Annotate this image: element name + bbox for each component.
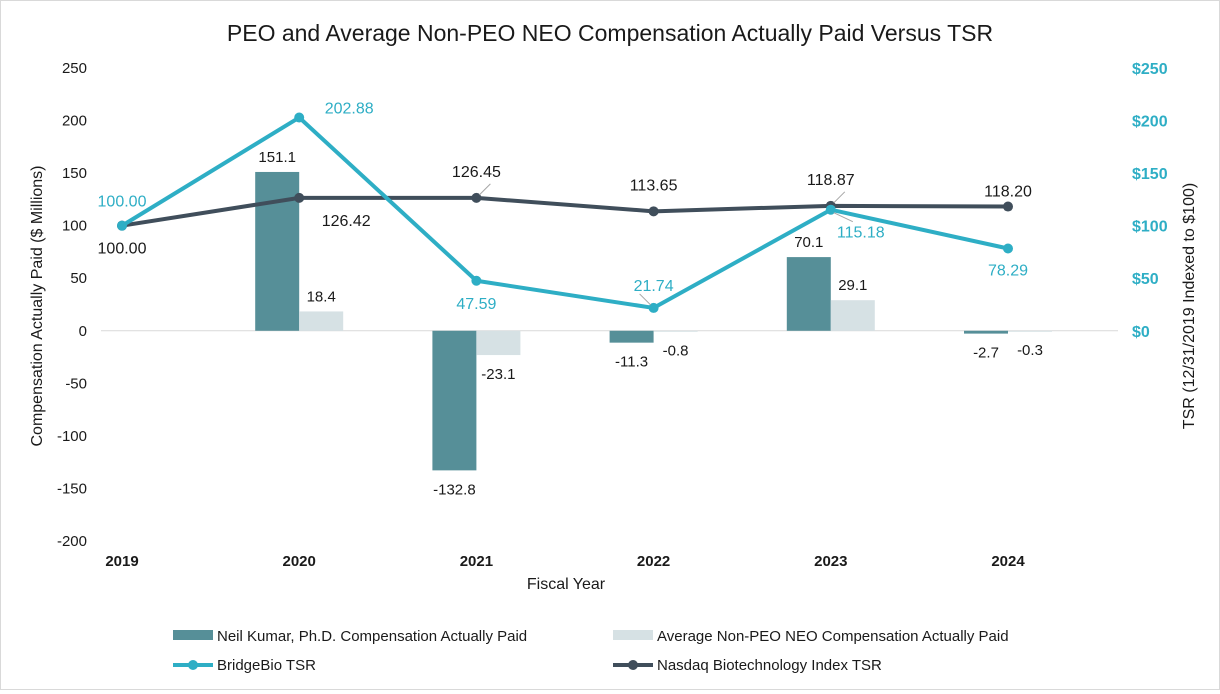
line-data-label: 202.88 — [325, 101, 374, 118]
x-axis-title: Fiscal Year — [527, 576, 606, 593]
legend: Neil Kumar, Ph.D. Compensation Actually … — [173, 628, 1009, 674]
y-left-tick-label: 200 — [62, 113, 87, 130]
chart-title: PEO and Average Non-PEO NEO Compensation… — [227, 20, 993, 46]
x-tick-label: 2019 — [105, 553, 138, 570]
y-left-tick-label: -200 — [57, 533, 87, 550]
bar-data-label: 151.1 — [258, 149, 296, 166]
bar — [1008, 330, 1052, 332]
bar — [432, 330, 477, 471]
y-left-tick-label: 250 — [62, 60, 87, 77]
series-line — [121, 195, 1009, 228]
line-data-label: 115.18 — [837, 225, 885, 242]
bar-data-label: -23.1 — [481, 366, 515, 383]
line-point — [1003, 201, 1013, 212]
line-data-label: 118.20 — [984, 184, 1032, 201]
series-line — [120, 115, 1009, 310]
bar-data-label: -11.3 — [615, 354, 648, 371]
bar — [653, 330, 698, 332]
x-tick-label: 2023 — [814, 553, 847, 570]
line-data-label: 21.74 — [634, 278, 674, 295]
line-data-label: 126.45 — [452, 164, 501, 181]
y-right-tick-label: $50 — [1132, 271, 1159, 288]
line-data-label: 113.65 — [630, 177, 678, 194]
leader-line — [639, 293, 651, 306]
legend-label: Average Non-PEO NEO Compensation Actuall… — [657, 628, 1009, 645]
line-data-label: 78.29 — [988, 262, 1028, 279]
line-point — [471, 275, 482, 286]
line-point — [648, 302, 659, 313]
bar-data-label: -0.8 — [663, 343, 689, 360]
line-point — [117, 220, 127, 231]
x-tick-label: 2020 — [283, 553, 316, 570]
bar — [609, 330, 654, 343]
y-right-tick-label: $0 — [1132, 324, 1150, 341]
y-left-tick-label: -50 — [65, 375, 87, 392]
legend-swatch-marker — [188, 660, 198, 670]
y-right-tick-label: $150 — [1132, 166, 1168, 183]
line-point — [294, 112, 305, 123]
legend-label: Nasdaq Biotechnology Index TSR — [657, 657, 882, 674]
x-tick-label: 2021 — [460, 553, 493, 570]
x-tick-label: 2022 — [637, 553, 670, 570]
bar — [830, 300, 875, 331]
bar-data-label: -2.7 — [973, 345, 999, 362]
y-right-tick-label: $100 — [1132, 219, 1168, 236]
line-point — [1003, 243, 1013, 254]
line-data-label: 100.00 — [98, 194, 147, 211]
bar-data-label: 70.1 — [794, 234, 823, 251]
plot-area: 250 200 150 100 50 0 -50 -100 -150 -200 $250 $200 $1… — [57, 60, 1168, 570]
y-left-tick-label: 50 — [70, 270, 87, 287]
bar-data-label: -0.3 — [1017, 342, 1043, 359]
line-data-label: 47.59 — [456, 296, 496, 313]
legend-label: Neil Kumar, Ph.D. Compensation Actually … — [217, 628, 527, 645]
y-right-tick-label: $250 — [1132, 61, 1168, 78]
line-data-label: 118.87 — [807, 172, 855, 189]
line-point — [825, 204, 836, 215]
bar — [299, 311, 344, 331]
line-point — [648, 206, 659, 217]
y-left-tick-label: 150 — [62, 165, 87, 182]
bar-data-label: 18.4 — [307, 288, 336, 305]
y-left-tick-label: 0 — [79, 323, 87, 340]
line-point — [294, 192, 305, 203]
bar-data-label: 29.1 — [838, 277, 867, 294]
y-left-tick-label: 100 — [62, 218, 87, 235]
line-point — [471, 192, 482, 203]
y-left-tick-label: -150 — [57, 480, 87, 497]
leader-line — [833, 212, 854, 223]
bar — [476, 330, 521, 356]
bar — [964, 330, 1008, 334]
legend-swatch-bar — [613, 630, 653, 640]
y-right-tick-label: $200 — [1132, 114, 1168, 131]
line-data-label: 126.42 — [322, 213, 371, 230]
y-axis-left-title: Compensation Actually Paid ($ Millions) — [29, 165, 46, 446]
legend-label: BridgeBio TSR — [217, 657, 316, 674]
bar — [255, 171, 300, 331]
x-tick-label: 2024 — [991, 553, 1025, 570]
legend-swatch-marker — [628, 660, 638, 670]
legend-swatch-bar — [173, 630, 213, 640]
y-left-tick-label: -100 — [57, 428, 87, 445]
bar — [786, 257, 831, 331]
leader-line — [479, 183, 491, 196]
line-data-label: 100.00 — [98, 241, 147, 258]
y-axis-right-title: TSR (12/31/2019 Indexed to $100) — [1181, 183, 1198, 429]
bar-data-label: -132.8 — [433, 481, 476, 498]
leader-line — [833, 191, 846, 204]
